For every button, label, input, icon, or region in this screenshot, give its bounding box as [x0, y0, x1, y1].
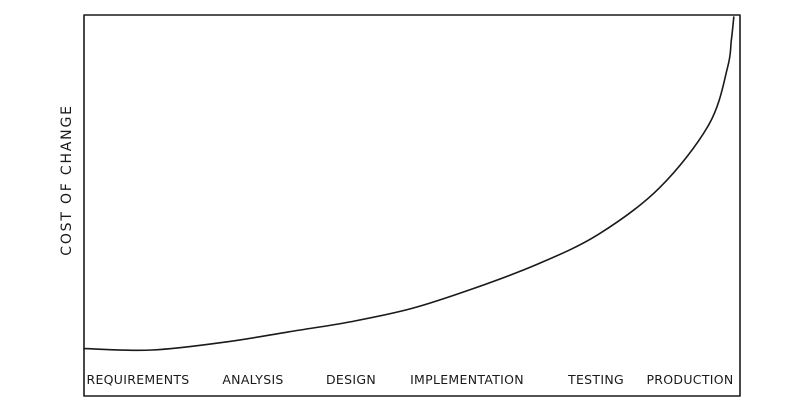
- x-tick-label-design: DESIGN: [326, 372, 376, 387]
- x-tick-label-testing: TESTING: [567, 372, 624, 387]
- cost-curve: [83, 16, 735, 352]
- x-tick-label-production: PRODUCTION: [646, 372, 733, 387]
- y-axis-label: COST OF CHANGE: [59, 104, 75, 255]
- plot-frame: [83, 14, 741, 397]
- x-tick-label-implementation: IMPLEMENTATION: [410, 372, 524, 387]
- x-tick-label-analysis: ANALYSIS: [222, 372, 283, 387]
- x-tick-label-requirements: REQUIREMENTS: [86, 372, 189, 387]
